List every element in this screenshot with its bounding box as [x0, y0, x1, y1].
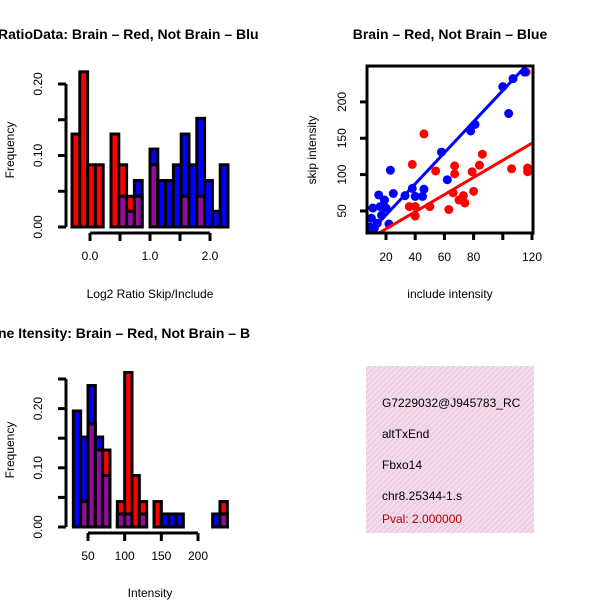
- point-red: [460, 198, 470, 208]
- info-pval: Pval: 2.000000: [382, 512, 462, 526]
- point-blue: [410, 191, 420, 201]
- y-tick-label: 100: [335, 164, 349, 184]
- info-box-background: [366, 366, 534, 533]
- point-red: [477, 149, 487, 159]
- hist-intensity-xlabel: Intensity: [128, 586, 173, 600]
- point-blue: [366, 213, 376, 223]
- x-tick-label: 60: [438, 250, 452, 264]
- x-tick-label: 1.0: [142, 249, 159, 263]
- bar-blue: [203, 179, 214, 229]
- x-tick-label: 80: [467, 250, 481, 264]
- x-tick-label: 150: [151, 549, 171, 563]
- point-red: [407, 159, 417, 169]
- scatter-ylabel: skip intensity: [305, 116, 319, 185]
- y-tick-label: 0.00: [31, 515, 45, 539]
- point-blue: [418, 191, 427, 201]
- info-locus: chr8.25344-1.s: [382, 489, 462, 503]
- point-red: [431, 166, 441, 176]
- hist-ratio-ylabel: Frequency: [3, 122, 17, 179]
- point-blue: [368, 203, 378, 213]
- hist-ratio: 0.00 0.10 0.20 0.0 1.0 2.0: [31, 70, 230, 263]
- y-tick-label: 0.20: [31, 72, 45, 96]
- point-blue: [504, 109, 514, 119]
- hist-ratio-title: RatioData: Brain – Red, Not Brain – Blu: [0, 26, 259, 42]
- y-tick-label: 200: [335, 92, 349, 112]
- point-red: [419, 129, 429, 139]
- y-tick-label: 150: [335, 128, 349, 148]
- y-tick-label: 0.00: [31, 215, 45, 239]
- info-box: G7229032@J945783_RC altTxEnd Fbxo14 chr8…: [366, 366, 534, 533]
- bar-red: [93, 163, 105, 229]
- point-blue: [380, 195, 390, 205]
- y-tick-label: 50: [335, 204, 349, 218]
- scatter-plot: 20 40 60 80 120 50 100 150 200: [335, 64, 542, 264]
- point-red: [450, 161, 460, 171]
- point-red: [404, 202, 414, 212]
- x-tick-label: 2.0: [202, 249, 219, 263]
- info-event-id: G7229032@J945783_RC: [382, 396, 521, 410]
- hist-intensity: 0.00 0.10 0.20 50 100 150 200: [31, 370, 229, 563]
- scatter-title: Brain – Red, Not Brain – Blue: [353, 26, 548, 42]
- point-red: [444, 204, 454, 214]
- x-tick-label: 0.0: [82, 249, 99, 263]
- scatter-xlabel: include intensity: [407, 287, 492, 301]
- info-event-type: altTxEnd: [382, 427, 429, 441]
- y-tick-label: 0.20: [31, 397, 45, 421]
- point-blue: [385, 165, 395, 175]
- x-tick-label: 40: [409, 250, 423, 264]
- bar-overlap: [218, 512, 229, 529]
- point-blue: [388, 189, 398, 199]
- x-tick-label: 20: [379, 250, 393, 264]
- y-tick-label: 0.10: [31, 143, 45, 167]
- fit-line-blue: [367, 66, 528, 233]
- point-red: [467, 167, 477, 177]
- point-blue: [419, 184, 429, 194]
- point-red: [474, 160, 484, 170]
- info-gene: Fbxo14: [382, 458, 422, 472]
- bar-blue: [174, 512, 185, 529]
- hist-ratio-xlabel: Log2 Ratio Skip/Include: [87, 287, 214, 301]
- point-red: [523, 167, 533, 177]
- fit-line-red: [376, 141, 533, 233]
- plot-box: [365, 64, 535, 235]
- bar-red: [78, 70, 90, 229]
- hist-intensity-title: ne Itensity: Brain – Red, Not Brain – B: [0, 325, 250, 341]
- bar-blue: [218, 163, 230, 229]
- hist-intensity-ylabel: Frequency: [3, 422, 17, 479]
- point-red: [507, 164, 517, 174]
- x-tick-label: 200: [188, 549, 208, 563]
- point-blue: [381, 203, 391, 213]
- point-blue: [374, 190, 384, 200]
- bar-overlap: [101, 473, 112, 529]
- x-tick-label: 100: [115, 549, 135, 563]
- bar-overlap: [132, 194, 144, 229]
- point-red: [450, 169, 460, 179]
- point-blue: [442, 175, 452, 185]
- point-red: [469, 186, 479, 196]
- y-tick-label: 0.10: [31, 456, 45, 480]
- bar-overlap: [137, 512, 149, 529]
- x-tick-label: 120: [522, 250, 542, 264]
- x-tick-label: 50: [81, 549, 95, 563]
